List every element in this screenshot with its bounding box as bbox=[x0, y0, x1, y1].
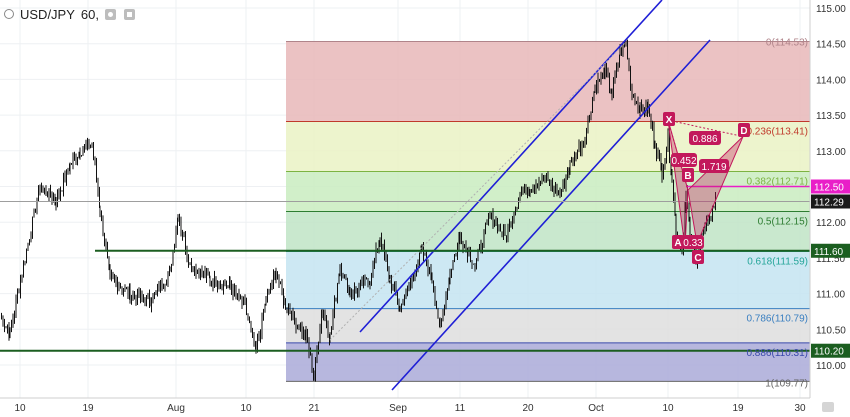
time-axis-tick-label-6: 11 bbox=[455, 403, 466, 414]
price-axis-tick-label-1: 110.50 bbox=[816, 325, 846, 336]
time-axis-tick-label-11: 30 bbox=[794, 403, 806, 414]
price-axis-tick-label-3: 111.50 bbox=[816, 254, 846, 265]
fib-level-label-6: 0.886(110.31) bbox=[746, 348, 808, 359]
pattern-xd-dashed-line bbox=[667, 119, 744, 138]
interval-label[interactable]: 60, bbox=[80, 6, 99, 22]
pattern-point-d-badge bbox=[738, 123, 750, 137]
price-axis-tag-label-1: 112.29 bbox=[814, 197, 844, 208]
visibility-toggle-icon[interactable] bbox=[104, 8, 116, 20]
price-axis-tick-label-7: 113.50 bbox=[816, 111, 846, 122]
fib-level-label-4: 0.618(111.59) bbox=[747, 256, 808, 267]
pattern-ratio-badge-3 bbox=[682, 235, 704, 249]
price-axis-tick-label-6: 113.00 bbox=[816, 147, 846, 158]
time-axis-tick-label-1: 19 bbox=[82, 403, 94, 414]
fib-band-5 bbox=[286, 308, 810, 343]
symbol-status-circle-icon bbox=[4, 9, 14, 19]
fib-band-6 bbox=[286, 342, 810, 382]
pattern-ratio-badge-2 bbox=[699, 159, 729, 173]
price-axis-tick-label-8: 114.00 bbox=[816, 75, 846, 86]
price-axis-tick-label-0: 110.00 bbox=[816, 361, 846, 372]
channel-lower-line bbox=[391, 39, 711, 391]
price-axis-tick-label-10: 115.00 bbox=[816, 4, 846, 15]
price-axis-tag-2 bbox=[811, 243, 850, 258]
pattern-point-a-badge bbox=[672, 235, 684, 249]
price-axis-tag-3 bbox=[811, 343, 850, 358]
axis-corner-settings-icon[interactable] bbox=[822, 402, 834, 412]
time-axis-tick-label-10: 19 bbox=[732, 403, 744, 414]
fib-level-label-1: 0.236(113.41) bbox=[746, 127, 808, 138]
pattern-ratio-badge-0 bbox=[689, 131, 721, 145]
price-axis-tag-1 bbox=[811, 194, 850, 209]
price-axis-tag-0 bbox=[811, 179, 850, 194]
price-axis-tag-label-2: 111.60 bbox=[814, 247, 844, 258]
time-axis-tick-label-7: 20 bbox=[522, 403, 534, 414]
time-axis-tick-label-4: 21 bbox=[308, 403, 320, 414]
time-axis-panel bbox=[0, 398, 850, 417]
fib-band-0 bbox=[286, 41, 810, 122]
price-axis-tick-label-2: 111.00 bbox=[816, 290, 846, 301]
pattern-point-x-badge bbox=[663, 112, 675, 126]
price-axis-tag-label-0: 112.50 bbox=[814, 183, 844, 194]
fib-level-label-7: 1(109.77) bbox=[765, 378, 808, 389]
pattern-ratio-label-3: 0.33 bbox=[683, 238, 703, 249]
chart-header: USD/JPY 60, bbox=[0, 0, 135, 28]
pattern-point-a-label: A bbox=[674, 238, 681, 249]
pattern-ratio-label-1: 0.452 bbox=[671, 156, 696, 167]
pattern-point-b-label: B bbox=[684, 171, 691, 182]
fib-level-label-5: 0.786(110.79) bbox=[746, 314, 808, 325]
pattern-point-x-label: X bbox=[666, 115, 673, 126]
pattern-ratio-badge-1 bbox=[671, 153, 697, 167]
settings-icon[interactable] bbox=[123, 8, 135, 20]
price-axis-tick-label-4: 112.00 bbox=[816, 218, 846, 229]
time-axis-tick-label-9: 10 bbox=[662, 403, 674, 414]
time-axis-tick-label-0: 10 bbox=[14, 403, 26, 414]
channel-upper-line bbox=[359, 0, 663, 333]
price-axis-tick-label-9: 114.50 bbox=[816, 40, 846, 51]
pattern-point-d-label: D bbox=[740, 126, 747, 137]
pattern-point-b-badge bbox=[682, 168, 694, 182]
time-axis-tick-label-8: Oct bbox=[588, 403, 604, 414]
fib-level-label-0: 0(114.53) bbox=[766, 38, 808, 49]
fib-level-label-3: 0.5(112.15) bbox=[758, 216, 808, 227]
fib-level-label-2: 0.382(112.71) bbox=[746, 177, 808, 188]
price-axis-tag-label-3: 110.20 bbox=[814, 347, 844, 358]
pattern-point-c-badge bbox=[692, 250, 704, 264]
pattern-ratio-label-0: 0.886 bbox=[692, 134, 717, 145]
time-axis-tick-label-2: Aug bbox=[167, 403, 185, 414]
time-axis-tick-label-3: 10 bbox=[240, 403, 252, 414]
pattern-point-c-label: C bbox=[694, 253, 701, 264]
time-axis-tick-label-5: Sep bbox=[389, 403, 407, 414]
pattern-ratio-label-2: 1.719 bbox=[701, 162, 726, 173]
symbol-label[interactable]: USD/JPY bbox=[20, 6, 75, 22]
